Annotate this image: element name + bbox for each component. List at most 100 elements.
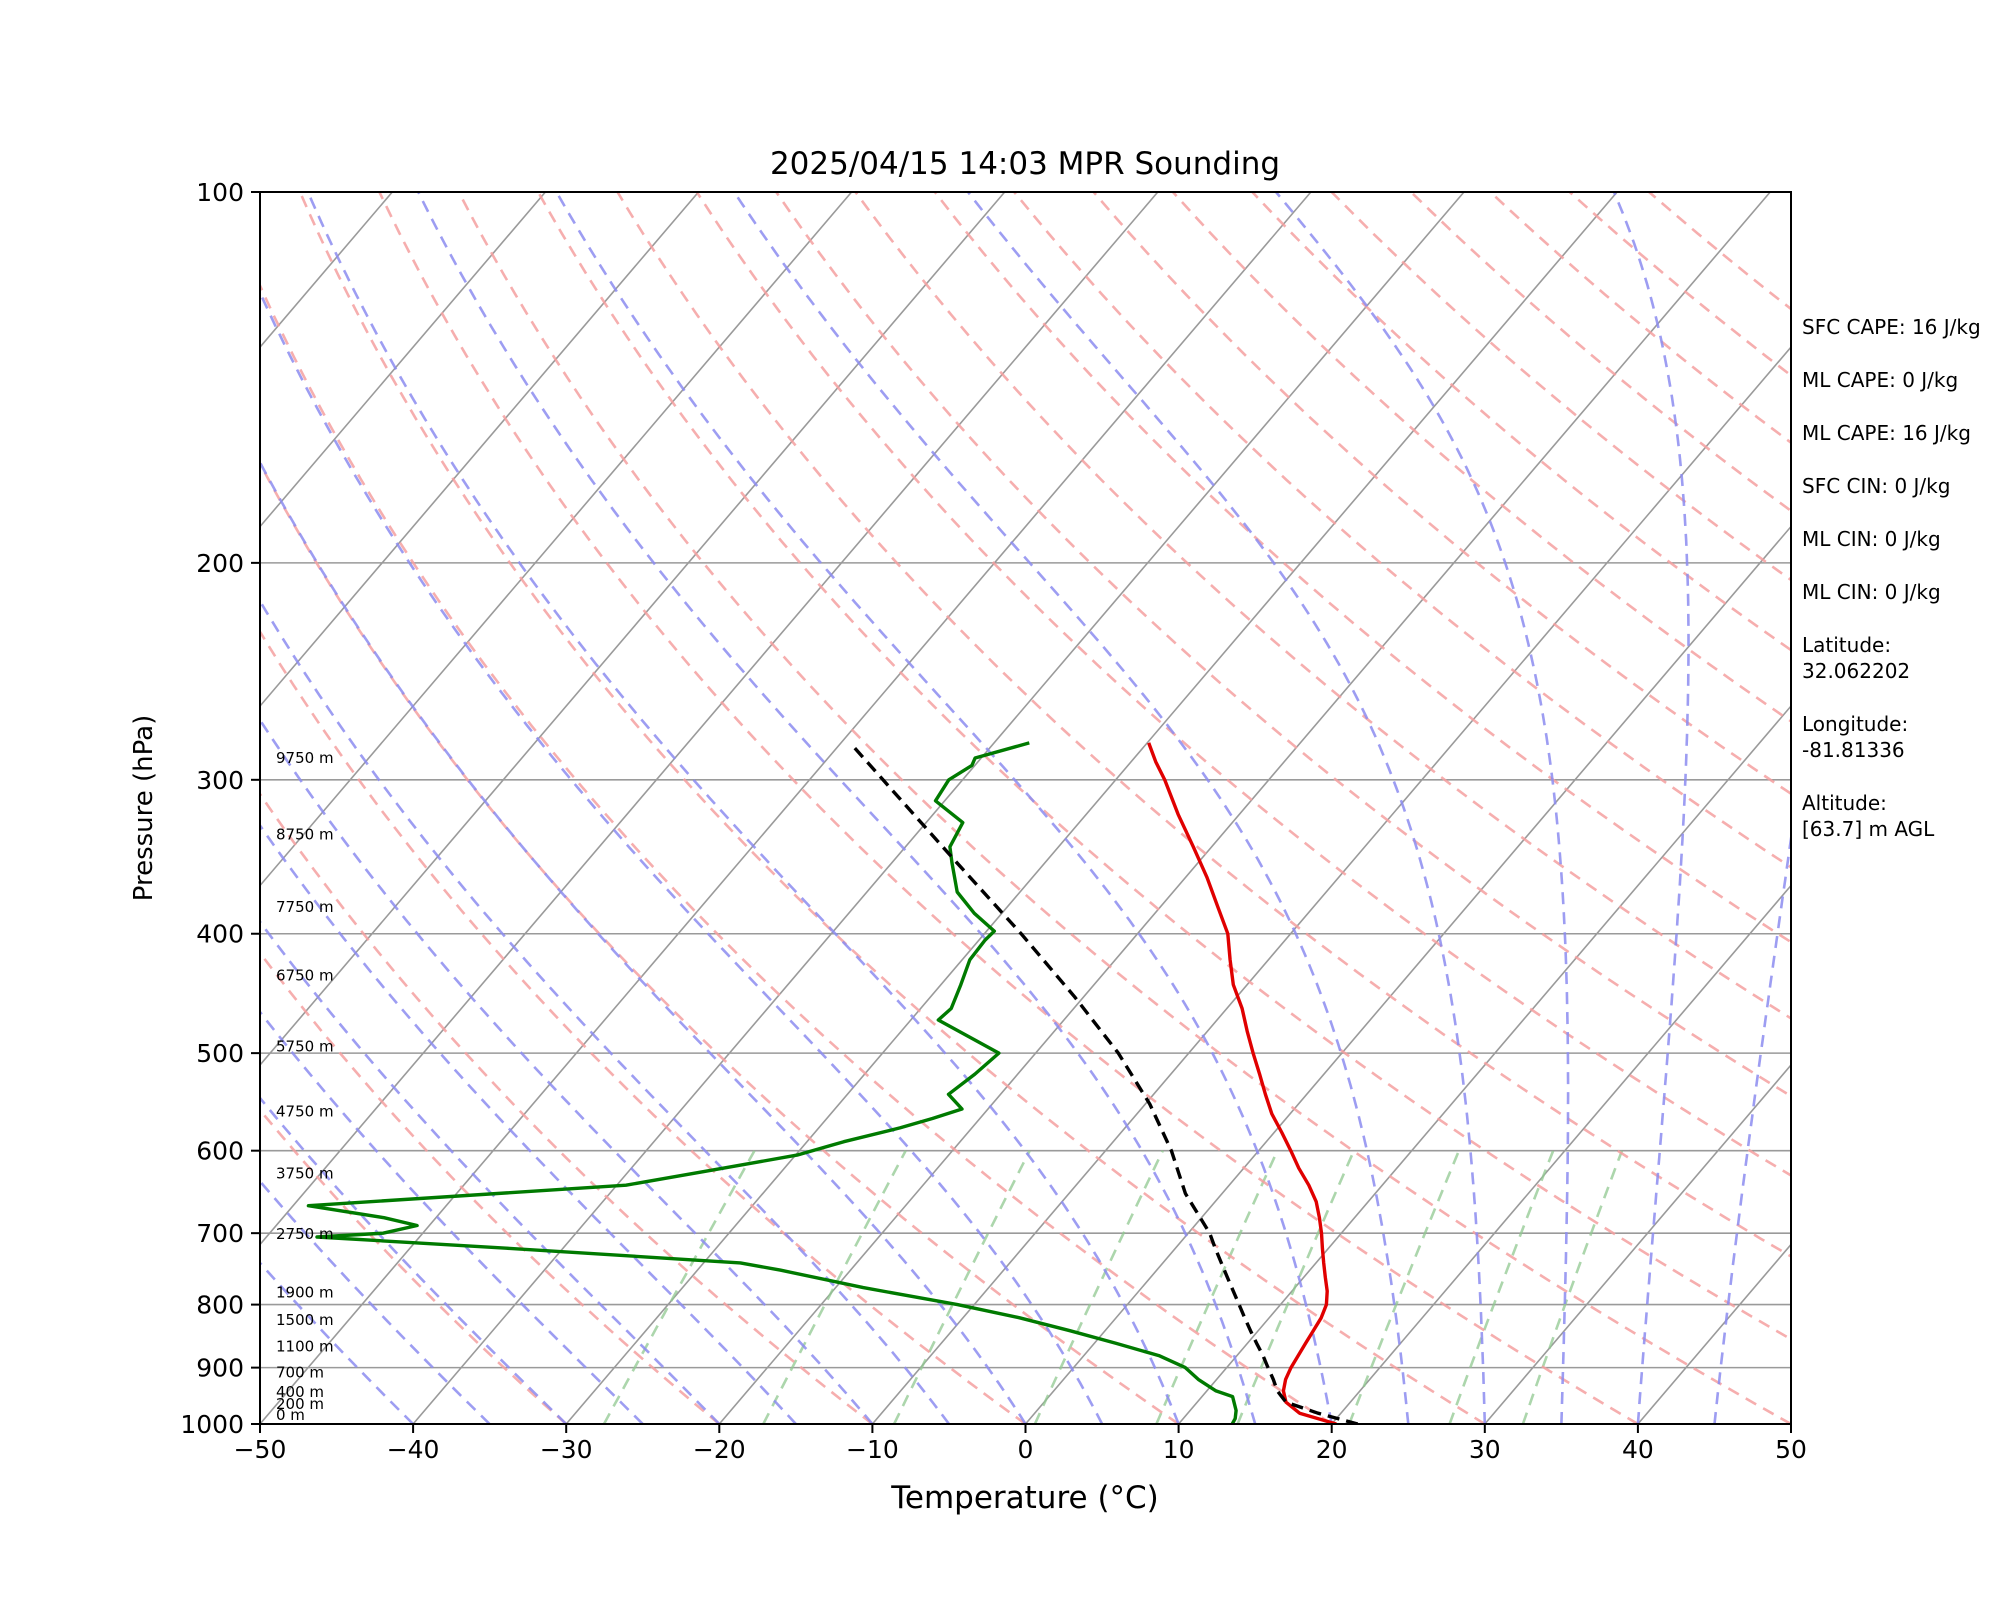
- sounding-profiles: [306, 741, 1359, 1424]
- dry-adiabat-line: [1410, 192, 1791, 513]
- x-tick-label: −20: [693, 1435, 746, 1464]
- y-tick-label: 900: [196, 1354, 244, 1383]
- mixing-ratio-line: [892, 1150, 1031, 1424]
- moist-adiabat-line: [260, 1096, 568, 1424]
- temperature-profile-line: [1147, 742, 1337, 1424]
- y-tick-label: 200: [196, 549, 244, 578]
- isotherm-line: [718, 192, 1771, 1424]
- y-tick-label: 300: [196, 766, 244, 795]
- y-axis-ticks: 100 200 300 400 500 600 700 800 900 1000: [180, 178, 260, 1439]
- height-label: 200 m: [276, 1395, 324, 1413]
- parcel-profile-line: [848, 741, 1359, 1424]
- dry-adiabat-line: [854, 192, 1791, 1020]
- moist-adiabat-line: [260, 598, 951, 1424]
- stat-entry: ML CIN: 0 J/kg: [1802, 580, 1941, 604]
- moist-adiabat-line: [260, 919, 721, 1424]
- dry-adiabat-line: [1013, 192, 1791, 869]
- mixing-ratio-line: [1236, 1150, 1356, 1424]
- dry-adiabat-line: [695, 192, 1791, 1177]
- y-tick-label: 700: [196, 1219, 244, 1248]
- x-tick-label: −30: [540, 1435, 593, 1464]
- isotherm-line: [1484, 1063, 1791, 1424]
- height-label: 7750 m: [276, 898, 334, 916]
- dry-adiabats: [260, 192, 1791, 1424]
- height-label: 5750 m: [276, 1037, 334, 1055]
- dry-adiabat-line: [260, 629, 1027, 1424]
- moist-adiabat-line: [260, 1009, 644, 1424]
- isotherm-line: [565, 192, 1618, 1424]
- x-tick-label: 30: [1469, 1435, 1501, 1464]
- moist-adiabat-line: [260, 717, 874, 1424]
- height-label: 6750 m: [276, 967, 334, 985]
- isotherm-line: [260, 192, 1159, 1246]
- moist-adiabat-line: [417, 192, 1257, 1424]
- y-tick-label: 600: [196, 1137, 244, 1166]
- dry-adiabat-line: [457, 192, 1791, 1424]
- isotherm-line: [260, 192, 547, 528]
- dry-adiabat-line: [298, 192, 1486, 1424]
- isotherm-line: [412, 192, 1465, 1424]
- dry-adiabat-line: [1489, 192, 1791, 445]
- y-tick-label: 100: [196, 178, 244, 207]
- y-tick-label: 800: [196, 1291, 244, 1320]
- mixing-ratio-lines: [602, 1150, 1624, 1424]
- height-label: 1100 m: [276, 1338, 334, 1356]
- height-label: 8750 m: [276, 826, 334, 844]
- stat-entry: Altitude: [63.7] m AGL: [1802, 791, 1935, 841]
- height-label: 3750 m: [276, 1165, 334, 1183]
- height-label: 1500 m: [276, 1311, 334, 1329]
- isotherm-line: [260, 192, 1312, 1424]
- chart-title: 2025/04/15 14:03 MPR Sounding: [770, 146, 1280, 182]
- x-tick-label: 40: [1622, 1435, 1654, 1464]
- moist-adiabat-line: [1274, 192, 1570, 1424]
- x-tick-label: −50: [234, 1435, 287, 1464]
- x-axis-label: Temperature (°C): [890, 1480, 1159, 1516]
- dry-adiabat-line: [616, 192, 1791, 1258]
- isotherm-line: [1331, 884, 1791, 1424]
- x-tick-label: 10: [1163, 1435, 1195, 1464]
- moist-adiabat-line: [260, 289, 1104, 1424]
- height-label: 2750 m: [276, 1225, 334, 1243]
- height-label: 700 m: [276, 1364, 324, 1382]
- height-label: 4750 m: [276, 1102, 334, 1120]
- x-tick-label: −10: [846, 1435, 899, 1464]
- y-tick-label: 1000: [180, 1410, 244, 1439]
- dry-adiabat-line: [775, 192, 1791, 1098]
- moist-adiabat-line: [260, 823, 797, 1424]
- height-label: 9750 m: [276, 749, 334, 767]
- moist-adiabat-line: [260, 1179, 491, 1424]
- sounding-stats-panel: SFC CAPE: 16 J/kg ML CAPE: 0 J/kg ML CAPE:…: [1802, 314, 1998, 869]
- stat-entry: SFC CAPE: 16 J/kg: [1802, 315, 1981, 339]
- dry-adiabat-line: [260, 282, 1333, 1424]
- dry-adiabat-line: [260, 950, 721, 1424]
- dry-adiabat-line: [260, 460, 1180, 1424]
- mixing-ratio-line: [1347, 1150, 1461, 1424]
- stat-entry: ML CAPE: 16 J/kg: [1802, 421, 1971, 445]
- mixing-ratio-line: [1448, 1150, 1555, 1424]
- stat-entry: ML CIN: 0 J/kg: [1802, 527, 1941, 551]
- moist-adiabats: [260, 192, 1791, 1424]
- x-tick-label: −40: [387, 1435, 440, 1464]
- moist-adiabat-line: [555, 192, 1333, 1424]
- stat-entry: SFC CIN: 0 J/kg: [1802, 474, 1951, 498]
- dry-adiabat-line: [1251, 192, 1791, 652]
- stat-entry: Longitude: -81.81336: [1802, 712, 1909, 762]
- moist-adiabat-line: [260, 459, 1027, 1424]
- moist-adiabat-line: [733, 192, 1410, 1424]
- x-axis-ticks: −50 −40 −30 −20 −10 0 10 20 30 40 50: [234, 1424, 1807, 1464]
- dewpoint-profile-line: [306, 741, 1238, 1424]
- isotherm-line: [260, 192, 700, 708]
- mixing-ratio-line: [1521, 1150, 1624, 1424]
- x-tick-label: 20: [1316, 1435, 1348, 1464]
- stat-entry: Latitude: 32.062202: [1802, 633, 1911, 683]
- y-tick-label: 500: [196, 1039, 244, 1068]
- height-label: 400 m: [276, 1383, 324, 1401]
- stat-entry: ML CAPE: 0 J/kg: [1802, 368, 1959, 392]
- y-tick-label: 400: [196, 920, 244, 949]
- dry-adiabat-line: [378, 192, 1639, 1424]
- dry-adiabat-line: [1330, 192, 1791, 582]
- moist-adiabat-line: [306, 192, 1180, 1424]
